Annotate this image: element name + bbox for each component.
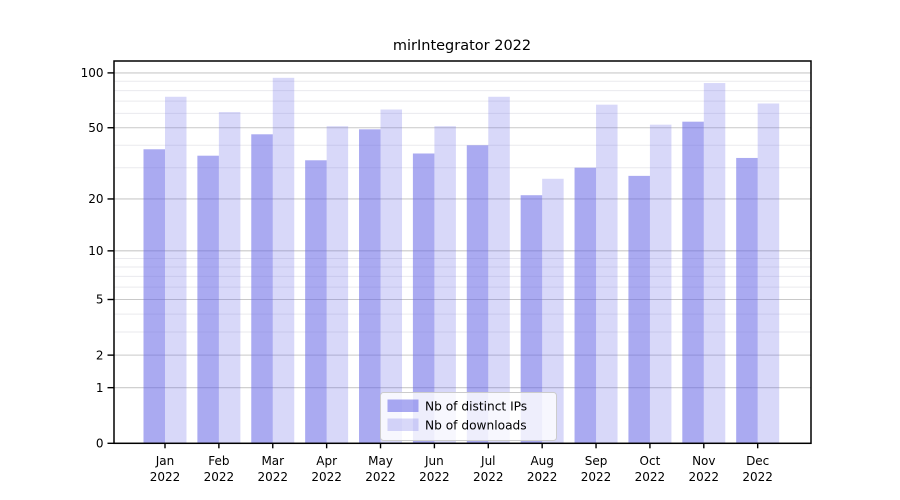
bar-distinct-ips <box>736 157 758 444</box>
bar-distinct-ips <box>305 160 327 444</box>
bar-downloads <box>380 109 403 444</box>
x-tick-label-month: Jan <box>155 454 175 468</box>
bar-distinct-ips <box>628 175 650 444</box>
x-tick-label-year: 2022 <box>689 470 720 484</box>
legend-swatch-downloads <box>387 418 419 431</box>
y-tick-label: 100 <box>81 66 104 80</box>
bar-downloads <box>434 126 456 444</box>
legend-label-distinct-ips: Nb of distinct IPs <box>425 400 527 414</box>
bar-downloads <box>649 124 672 444</box>
x-tick-label-month: Oct <box>640 454 661 468</box>
plot-border <box>113 60 812 445</box>
x-tick-label-year: 2022 <box>581 470 612 484</box>
x-tick-label-year: 2022 <box>257 470 288 484</box>
x-tick-label-year: 2022 <box>742 470 773 484</box>
x-tick-label-month: Mar <box>261 454 284 468</box>
y-tick-label: 20 <box>88 192 103 206</box>
bar-distinct-ips <box>359 129 381 444</box>
legend-swatch-distinct-ips <box>387 399 419 412</box>
x-tick-label-month: Jun <box>424 454 444 468</box>
x-tick-label-month: Sep <box>585 454 608 468</box>
legend-label-downloads: Nb of downloads <box>425 419 527 433</box>
bar-downloads <box>703 83 726 444</box>
x-tick-label-month: May <box>368 454 393 468</box>
x-axis-labels: Jan 2022 Feb 2022 Mar 2022 Apr 2022 May 2022 Jun 20… <box>150 454 773 484</box>
x-tick-label-month: Jul <box>480 454 495 468</box>
bar-distinct-ips <box>466 145 489 444</box>
chart-title: mirIntegrator 2022 <box>393 38 531 54</box>
bar-downloads <box>272 77 295 444</box>
x-tick-label-year: 2022 <box>527 470 558 484</box>
x-tick-label-month: Feb <box>208 454 229 468</box>
x-tick-label-year: 2022 <box>311 470 342 484</box>
bar-distinct-ips <box>412 153 435 444</box>
x-tick-label-month: Nov <box>692 454 715 468</box>
bar-downloads <box>757 103 780 444</box>
x-tick-label-month: Apr <box>316 454 337 468</box>
bars <box>143 77 780 444</box>
bar-distinct-ips <box>520 195 543 444</box>
bar-downloads <box>326 126 349 444</box>
y-tick-label: 2 <box>96 348 104 362</box>
axis-ticks <box>107 72 759 449</box>
y-tick-label: 0 <box>96 437 104 451</box>
bar-distinct-ips <box>251 134 273 444</box>
bar-downloads <box>218 112 241 444</box>
y-tick-label: 1 <box>96 381 104 395</box>
x-tick-label-year: 2022 <box>204 470 235 484</box>
y-axis-labels: 0 1 2 5 10 20 50 100 <box>81 66 104 450</box>
x-tick-label-year: 2022 <box>635 470 666 484</box>
bar-distinct-ips <box>143 149 165 444</box>
x-tick-label-year: 2022 <box>419 470 450 484</box>
bar-distinct-ips <box>197 155 219 444</box>
legend-box <box>380 392 557 441</box>
legend: Nb of distinct IPs Nb of downloads <box>380 392 557 441</box>
bar-downloads <box>165 96 187 444</box>
bar-distinct-ips <box>682 121 704 444</box>
y-tick-label: 10 <box>88 244 103 258</box>
bar-downloads <box>542 178 564 444</box>
y-tick-label: 50 <box>88 121 103 135</box>
x-tick-label-year: 2022 <box>150 470 181 484</box>
x-tick-label-month: Dec <box>746 454 769 468</box>
bar-distinct-ips <box>574 167 597 444</box>
x-tick-label-month: Aug <box>530 454 553 468</box>
grid-minor-lines <box>114 80 811 333</box>
x-tick-label-year: 2022 <box>365 470 396 484</box>
bar-downloads <box>488 96 510 444</box>
x-tick-label-year: 2022 <box>473 470 504 484</box>
bar-downloads <box>596 104 618 444</box>
y-tick-label: 5 <box>96 293 104 307</box>
